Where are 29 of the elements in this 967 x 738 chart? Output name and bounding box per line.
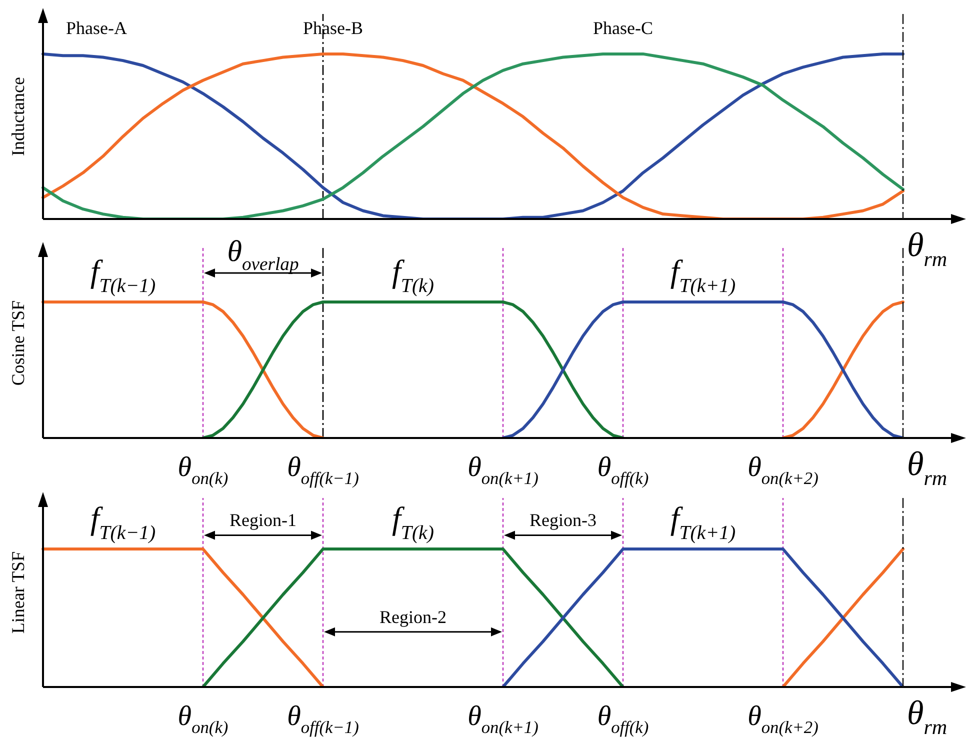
x-axis-title: θ$_{rm}$ [907, 695, 948, 738]
series-label: Phase-C [593, 18, 653, 38]
x-tick-label: θ$_{on(k+2)}$ [748, 452, 819, 488]
series-label: f$_{T(k)}$ [392, 500, 434, 544]
series-label: Phase-A [66, 18, 127, 38]
x-tick-label: θ$_{off(k)}$ [597, 701, 649, 738]
series-label: Phase-B [303, 18, 363, 38]
y-axis-title: Linear TSF [8, 551, 28, 634]
x-tick-label: θ$_{on(k+1)}$ [468, 701, 539, 738]
series-label: f$_{T(k+1)}$ [670, 500, 736, 544]
x-axis-title: θ$_{rm}$ [907, 227, 948, 272]
x-tick-label: θ$_{off(k−1)}$ [287, 452, 360, 488]
annotation: Region-1 [230, 510, 296, 530]
annotation: Region-3 [530, 510, 596, 530]
series-label: f$_{T(k−1)}$ [90, 500, 156, 544]
series-label: f$_{T(k)}$ [392, 252, 434, 297]
x-tick-label: θ$_{on(k+2)}$ [748, 701, 819, 738]
x-tick-label: θ$_{on(k)}$ [178, 701, 228, 738]
y-axis-title: Inductance [8, 77, 28, 156]
annotation: Region-2 [380, 606, 446, 627]
series-label: f$_{T(k+1)}$ [670, 252, 736, 297]
text: θ$_{overlap}$ [227, 235, 299, 275]
x-axis-title: θ$_{rm}$ [907, 446, 948, 490]
x-tick-label: θ$_{on(k)}$ [178, 452, 228, 488]
x-tick-label: θ$_{off(k−1)}$ [287, 701, 360, 738]
series-label: f$_{T(k−1)}$ [90, 252, 156, 297]
x-tick-label: θ$_{off(k)}$ [597, 452, 649, 488]
x-tick-label: θ$_{on(k+1)}$ [468, 452, 539, 488]
y-axis-title: Cosine TSF [8, 300, 28, 386]
